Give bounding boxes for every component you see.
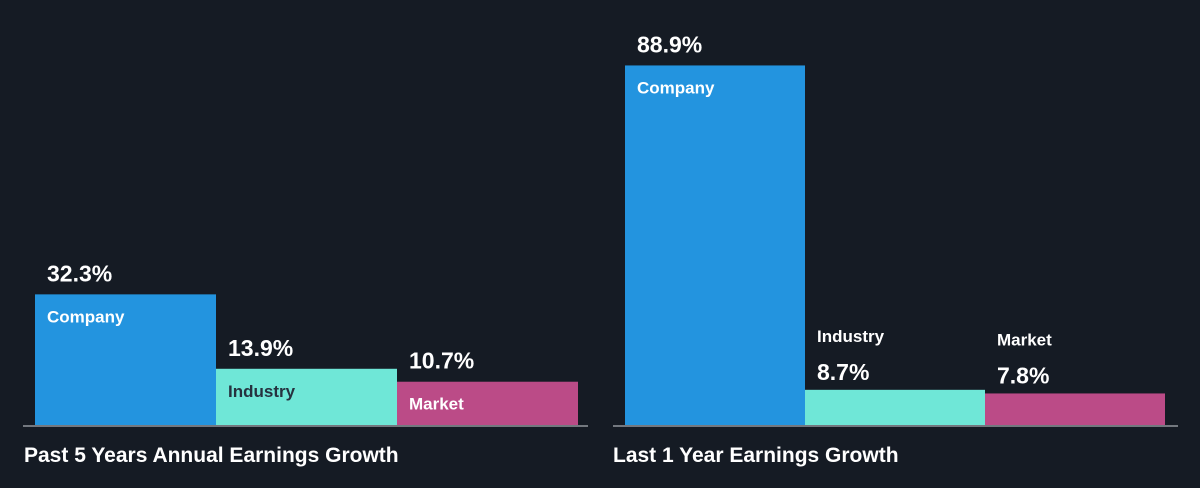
chart-title-past-5-years: Past 5 Years Annual Earnings Growth — [24, 444, 399, 467]
value-label-market: 7.8% — [997, 362, 1049, 388]
value-label-industry: 13.9% — [228, 335, 293, 361]
category-label-industry: Industry — [817, 327, 885, 346]
bar-industry — [216, 368, 397, 425]
bar-industry — [805, 389, 985, 425]
bar-market — [397, 381, 578, 425]
value-label-industry: 8.7% — [817, 359, 869, 385]
category-label-company: Company — [47, 307, 125, 326]
category-label-company: Company — [637, 78, 715, 97]
value-label-company: 88.9% — [637, 31, 702, 57]
bar-market — [985, 393, 1165, 425]
category-label-industry: Industry — [228, 382, 296, 401]
chart-title-last-1-year: Last 1 Year Earnings Growth — [613, 444, 899, 467]
value-label-company: 32.3% — [47, 260, 112, 286]
category-label-market: Market — [997, 330, 1052, 349]
bar-company — [35, 294, 216, 425]
category-label-market: Market — [409, 395, 464, 414]
value-label-market: 10.7% — [409, 348, 474, 374]
bar-company — [625, 65, 805, 426]
